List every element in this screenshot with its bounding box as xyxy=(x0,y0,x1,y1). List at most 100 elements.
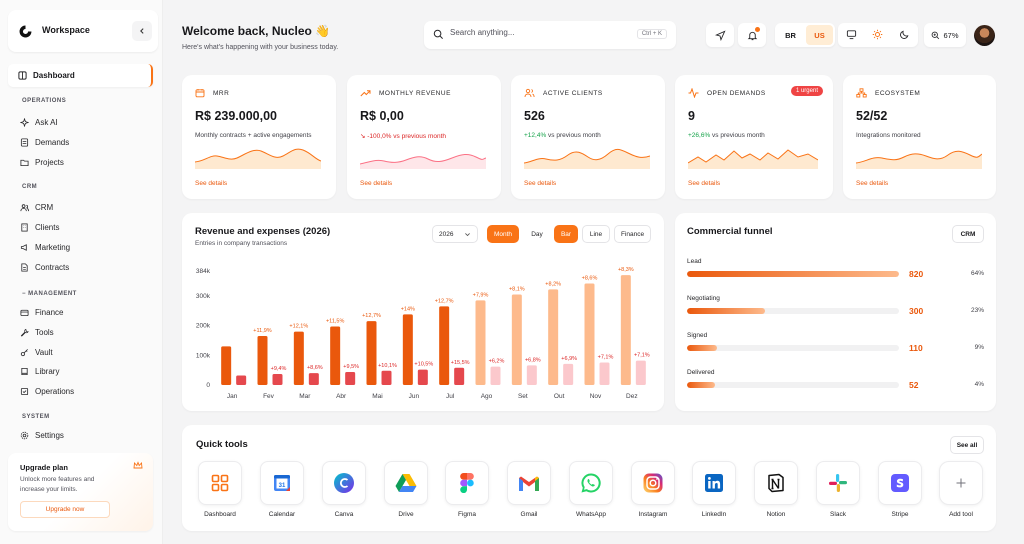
tool-linkedin[interactable]: LinkedIn xyxy=(691,461,737,518)
upgrade-now-button[interactable]: Upgrade now xyxy=(20,501,110,518)
see-details-link[interactable]: See details xyxy=(856,180,889,187)
section-management: − MANAGEMENT xyxy=(22,291,77,297)
kpi-label: OPEN DEMANDS xyxy=(707,89,766,97)
whatsapp-icon xyxy=(581,473,601,493)
funnel-stage-bar xyxy=(687,308,899,314)
zoom-control[interactable]: 67% xyxy=(924,23,966,47)
quick-tools-title: Quick tools xyxy=(196,439,248,450)
filter-finance[interactable]: Finance xyxy=(614,225,651,243)
expense-data-label: +9,4% xyxy=(271,366,287,372)
crm-button[interactable]: CRM xyxy=(952,225,984,243)
revenue-data-label: +8,3% xyxy=(618,267,634,273)
sidebar-item-label: Projects xyxy=(35,157,64,167)
tool-slack[interactable]: Slack xyxy=(815,461,861,518)
chevron-down-icon xyxy=(465,232,470,236)
calendar-day: 31 xyxy=(279,483,286,489)
tool-add[interactable]: Add tool xyxy=(938,461,984,518)
list-icon xyxy=(20,137,29,147)
revenue-data-label: +8,2% xyxy=(545,281,561,287)
filter-day[interactable]: Day xyxy=(523,225,551,243)
wallet-icon xyxy=(20,309,29,316)
send-button[interactable] xyxy=(706,23,734,47)
tool-instagram[interactable]: Instagram xyxy=(630,461,676,518)
dashboard-icon xyxy=(18,71,27,80)
tool-gmail[interactable]: Gmail xyxy=(506,461,552,518)
grid-icon xyxy=(211,474,229,492)
slack-icon xyxy=(829,474,847,492)
sidebar-item-marketing[interactable]: Marketing xyxy=(20,240,70,254)
avatar[interactable] xyxy=(974,25,995,46)
collapse-section-icon[interactable]: − xyxy=(22,291,29,297)
dark-theme-button[interactable] xyxy=(899,26,910,44)
sidebar-item-operations[interactable]: Operations xyxy=(20,384,74,398)
lang-us-button[interactable]: US xyxy=(806,25,833,45)
revenue-bar-chart: 0 100k 200k 300k 384k Jan +11,9% +9,4% Fev +12,1%… xyxy=(196,267,650,400)
see-details-link[interactable]: See details xyxy=(688,180,721,187)
tool-label: Canva xyxy=(334,511,354,518)
revenue-data-label: +11,5% xyxy=(326,319,345,325)
light-theme-button[interactable] xyxy=(872,26,883,44)
upgrade-title: Upgrade plan xyxy=(20,463,68,472)
sidebar-item-contracts[interactable]: Contracts xyxy=(20,260,69,274)
sidebar-item-projects[interactable]: Projects xyxy=(20,155,64,169)
tool-stripe[interactable]: Stripe xyxy=(877,461,923,518)
sidebar-item-demands[interactable]: Demands xyxy=(20,135,69,149)
expense-bar xyxy=(272,374,283,385)
section-operations: OPERATIONS xyxy=(22,98,67,104)
year-select[interactable]: 2026 xyxy=(432,225,478,243)
sidebar-item-clients[interactable]: Clients xyxy=(20,220,59,234)
collapse-sidebar-button[interactable] xyxy=(132,21,152,41)
tool-dashboard[interactable]: Dashboard xyxy=(197,461,243,518)
sidebar-item-dashboard[interactable]: Dashboard xyxy=(8,64,153,87)
search-input[interactable] xyxy=(450,28,610,37)
sidebar-item-ask-ai[interactable]: Ask AI xyxy=(20,115,58,129)
tool-label: Dashboard xyxy=(204,511,236,518)
sidebar-item-settings[interactable]: Settings xyxy=(20,428,64,442)
sidebar-item-vault[interactable]: Vault xyxy=(20,345,53,359)
revenue-bar xyxy=(620,275,631,385)
filter-month[interactable]: Month xyxy=(487,225,519,243)
funnel-stage-bar xyxy=(687,382,899,388)
filter-bar[interactable]: Bar xyxy=(554,225,578,243)
tool-canva[interactable]: Canva xyxy=(321,461,367,518)
lang-br-button[interactable]: BR xyxy=(785,30,796,40)
tool-label: Drive xyxy=(398,511,414,518)
kpi-value: 526 xyxy=(524,109,545,123)
see-all-button[interactable]: See all xyxy=(950,436,984,454)
expense-bar xyxy=(345,371,356,385)
see-details-link[interactable]: See details xyxy=(524,180,557,187)
sidebar-item-crm[interactable]: CRM xyxy=(20,200,53,214)
see-details-link[interactable]: See details xyxy=(360,180,393,187)
filter-line[interactable]: Line xyxy=(582,225,610,243)
tool-whatsapp[interactable]: WhatsApp xyxy=(568,461,614,518)
see-details-link[interactable]: See details xyxy=(195,180,228,187)
notifications-button[interactable] xyxy=(738,23,766,47)
gmail-icon xyxy=(519,476,539,491)
canva-icon xyxy=(334,473,354,493)
tool-drive[interactable]: Drive xyxy=(383,461,429,518)
revenue-data-label: +14% xyxy=(401,306,415,312)
expense-bar xyxy=(490,366,501,385)
language-switcher: BR US xyxy=(775,23,835,47)
sidebar-item-library[interactable]: Library xyxy=(20,364,59,378)
sidebar-item-finance[interactable]: Finance xyxy=(20,305,63,319)
sidebar-item-label: Contracts xyxy=(35,262,70,272)
section-crm: CRM xyxy=(22,184,38,190)
y-tick-label: 0 xyxy=(206,382,210,389)
megaphone-icon xyxy=(20,243,27,251)
check-square-icon xyxy=(20,387,29,395)
expense-data-label: +15,5% xyxy=(451,360,470,366)
gear-icon xyxy=(20,431,29,439)
tool-calendar[interactable]: 31 Calendar xyxy=(259,461,305,518)
tool-label: Slack xyxy=(830,511,846,518)
expense-bar xyxy=(599,362,610,385)
sparkles-icon xyxy=(20,117,29,127)
sidebar-item-label: Demands xyxy=(35,137,70,147)
search-bar[interactable]: Ctrl + K xyxy=(424,21,676,49)
tool-figma[interactable]: Figma xyxy=(444,461,490,518)
sidebar-item-tools[interactable]: Tools xyxy=(20,325,54,339)
google-calendar-icon: 31 xyxy=(274,475,290,491)
revenue-data-label: +8,1% xyxy=(509,286,525,292)
tool-notion[interactable]: Notion xyxy=(753,461,799,518)
monitor-theme-button[interactable] xyxy=(846,26,857,44)
